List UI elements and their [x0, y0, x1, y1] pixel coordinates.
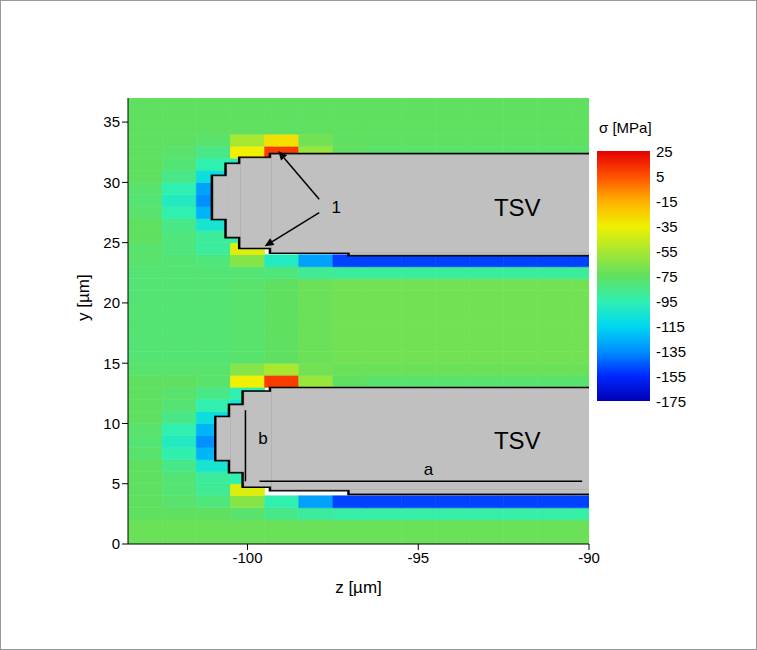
html-text:σ [MPa]: σ [MPa]: [599, 119, 652, 136]
svg-text:30: 30: [103, 174, 120, 191]
svg-text:-155: -155: [656, 368, 686, 385]
svg-text:-175: -175: [656, 393, 686, 410]
svg-text:5: 5: [656, 168, 664, 185]
svg-text:y [µm]: y [µm]: [74, 274, 93, 321]
svg-text:-35: -35: [656, 218, 678, 235]
svg-text:10: 10: [103, 415, 120, 432]
svg-text:-15: -15: [656, 193, 678, 210]
svg-text:35: 35: [103, 113, 120, 130]
svg-text:-100: -100: [233, 549, 263, 566]
svg-text:20: 20: [103, 294, 120, 311]
svg-text:-55: -55: [656, 243, 678, 260]
svg-text:-90: -90: [578, 549, 600, 566]
svg-text:25: 25: [656, 143, 673, 160]
svg-text:-115: -115: [656, 318, 685, 335]
svg-text:1: 1: [332, 198, 341, 217]
svg-text:TSV: TSV: [494, 427, 541, 454]
svg-text:-135: -135: [656, 343, 686, 360]
svg-text:z [µm]: z [µm]: [335, 578, 382, 597]
svg-text:15: 15: [103, 355, 120, 372]
svg-text:-95: -95: [656, 293, 678, 310]
svg-text:-95: -95: [407, 549, 429, 566]
svg-text:0: 0: [112, 535, 120, 552]
svg-text:TSV: TSV: [494, 194, 541, 221]
svg-text:b: b: [258, 429, 267, 448]
svg-text:5: 5: [112, 475, 120, 492]
svg-text:-75: -75: [656, 268, 678, 285]
svg-text:25: 25: [103, 234, 120, 251]
svg-text:a: a: [424, 460, 434, 479]
